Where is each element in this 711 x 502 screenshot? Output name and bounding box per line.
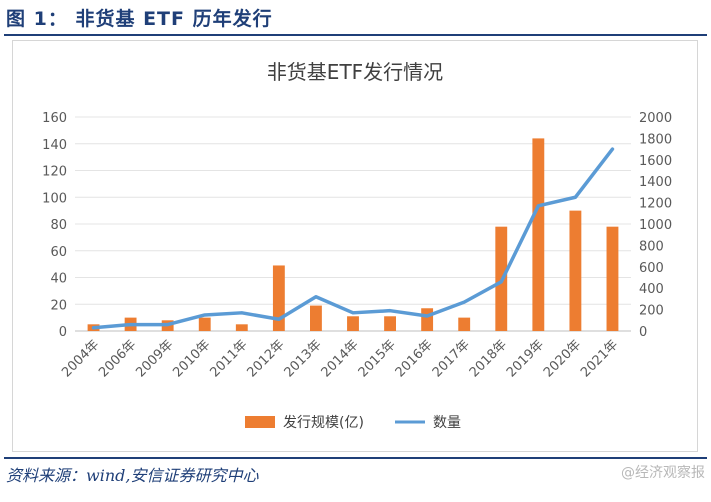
bar bbox=[532, 138, 545, 331]
left-tick-label: 20 bbox=[50, 298, 67, 313]
top-divider bbox=[4, 34, 707, 36]
x-tick-label: 2009年 bbox=[133, 337, 176, 380]
bar bbox=[458, 317, 471, 331]
bar bbox=[347, 316, 359, 331]
right-tick-label: 0 bbox=[639, 325, 647, 340]
right-tick-label: 200 bbox=[639, 304, 664, 319]
x-tick-label: 2018年 bbox=[467, 337, 510, 380]
right-tick-label: 1000 bbox=[639, 218, 672, 233]
right-tick-label: 600 bbox=[639, 261, 664, 276]
x-tick-label: 2013年 bbox=[282, 337, 325, 380]
bar bbox=[421, 308, 434, 331]
bar bbox=[606, 226, 619, 331]
x-tick-label: 2020年 bbox=[541, 337, 584, 380]
left-tick-label: 40 bbox=[50, 272, 67, 287]
left-tick-label: 100 bbox=[42, 191, 67, 206]
left-tick-label: 80 bbox=[50, 218, 67, 233]
left-tick-label: 140 bbox=[42, 138, 67, 153]
left-tick-label: 60 bbox=[50, 245, 67, 260]
x-tick-label: 2014年 bbox=[319, 337, 362, 380]
gridlines bbox=[75, 116, 631, 332]
left-tick-label: 0 bbox=[59, 325, 67, 340]
left-axis-ticks: 0 20 40 60 80 100 120 140 160 bbox=[42, 111, 67, 340]
x-tick-label: 2016年 bbox=[393, 337, 436, 380]
legend-swatch-bar bbox=[245, 416, 275, 428]
bottom-divider bbox=[4, 457, 707, 459]
right-tick-label: 1200 bbox=[639, 197, 672, 212]
x-tick-label: 2017年 bbox=[430, 337, 473, 380]
bar bbox=[384, 316, 396, 331]
x-tick-label: 2021年 bbox=[578, 337, 621, 380]
x-tick-label: 2011年 bbox=[207, 337, 250, 380]
chart-svg: 0 20 40 60 80 100 120 140 160 0 200 400 600 800 1000 1… bbox=[42, 60, 672, 431]
legend: 发行规模(亿) 数量 bbox=[245, 415, 461, 431]
legend-label-bar: 发行规模(亿) bbox=[283, 415, 364, 431]
right-axis-ticks: 0 200 400 600 800 1000 1200 1400 1600 1800 2000 bbox=[639, 111, 672, 340]
chart-frame: 0 20 40 60 80 100 120 140 160 0 200 400 600 800 1000 1… bbox=[12, 40, 698, 452]
legend-label-line: 数量 bbox=[433, 415, 461, 431]
figure-title: 图 1： 非货基 ETF 历年发行 bbox=[6, 8, 273, 30]
watermark: @经济观察报 bbox=[621, 465, 705, 481]
x-tick-label: 2006年 bbox=[96, 337, 139, 380]
x-tick-label: 2010年 bbox=[170, 337, 213, 380]
right-tick-label: 1800 bbox=[639, 132, 672, 147]
bar bbox=[569, 210, 582, 331]
chart-title: 非货基ETF发行情况 bbox=[267, 60, 443, 84]
line-group bbox=[91, 147, 615, 330]
right-tick-label: 400 bbox=[639, 282, 664, 297]
left-tick-label: 120 bbox=[42, 165, 67, 180]
right-tick-label: 2000 bbox=[639, 111, 672, 126]
x-tick-label: 2004年 bbox=[59, 337, 102, 380]
bar bbox=[235, 324, 248, 331]
bar bbox=[198, 317, 211, 331]
source-note: 资料来源：wind,安信证券研究中心 bbox=[6, 466, 259, 485]
left-tick-label: 160 bbox=[42, 111, 67, 126]
bars-group bbox=[87, 138, 619, 331]
x-tick-label: 2019年 bbox=[504, 337, 547, 380]
x-tick-label: 2015年 bbox=[356, 337, 399, 380]
x-tick-label: 2012年 bbox=[244, 337, 287, 380]
right-tick-label: 1400 bbox=[639, 175, 672, 190]
right-tick-label: 800 bbox=[639, 239, 664, 254]
right-tick-label: 1600 bbox=[639, 154, 672, 169]
x-axis-ticks: 2004年2006年2009年2010年2011年2012年2013年2014年… bbox=[59, 337, 621, 380]
bar bbox=[272, 265, 285, 331]
bar bbox=[310, 305, 322, 331]
